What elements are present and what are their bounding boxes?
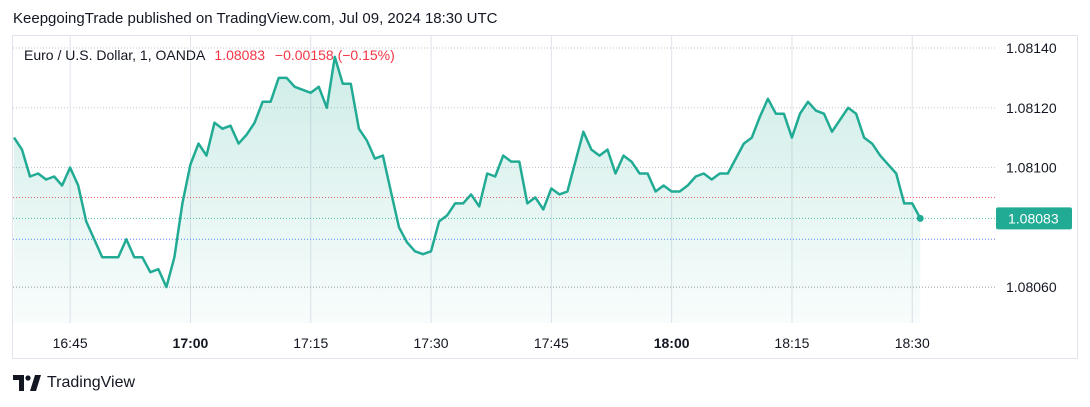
x-tick-label: 17:45 [534, 335, 569, 351]
x-tick-label: 17:00 [173, 335, 209, 351]
price-change: −0.00158 (−0.15%) [274, 47, 395, 63]
last-price-tag-bg [996, 207, 1072, 230]
symbol-legend: Euro / U.S. Dollar, 1, OANDA 1.08083 −0.… [24, 47, 395, 63]
y-tick-label: 1.08140 [1006, 40, 1057, 56]
price-line [12, 55, 922, 289]
footer: TradingView [13, 374, 135, 392]
y-axis: 1.08140 1.08120 1.08100 1.08060 [1006, 40, 1057, 295]
tradingview-brand: TradingView [47, 374, 136, 391]
symbol-name: Euro / U.S. Dollar, 1, OANDA [24, 47, 205, 63]
chart-frame [12, 35, 1078, 359]
last-price-tag: 1.08083 [916, 207, 1072, 230]
last-price-tag-label: 1.08083 [1008, 210, 1059, 226]
last-price-dot [916, 214, 924, 222]
last-price: 1.08083 [214, 47, 266, 63]
x-tick-label: 16:45 [53, 335, 88, 351]
tradingview-logo-icon [13, 375, 41, 391]
y-tick-label: 1.08100 [1006, 160, 1057, 176]
publish-info: KeepgoingTrade published on TradingView.… [13, 10, 498, 27]
y-tick-label: 1.08060 [1006, 279, 1057, 295]
x-tick-label: 18:00 [654, 335, 690, 351]
x-tick-label: 17:30 [414, 335, 449, 351]
y-tick-label: 1.08120 [1006, 100, 1057, 116]
x-tick-label: 18:30 [895, 335, 930, 351]
x-tick-label: 17:15 [293, 335, 328, 351]
x-axis: 16:45 17:00 17:15 17:30 17:45 18:00 18:15 18:30 [53, 335, 930, 351]
x-tick-label: 18:15 [774, 335, 809, 351]
price-area [14, 56, 921, 324]
